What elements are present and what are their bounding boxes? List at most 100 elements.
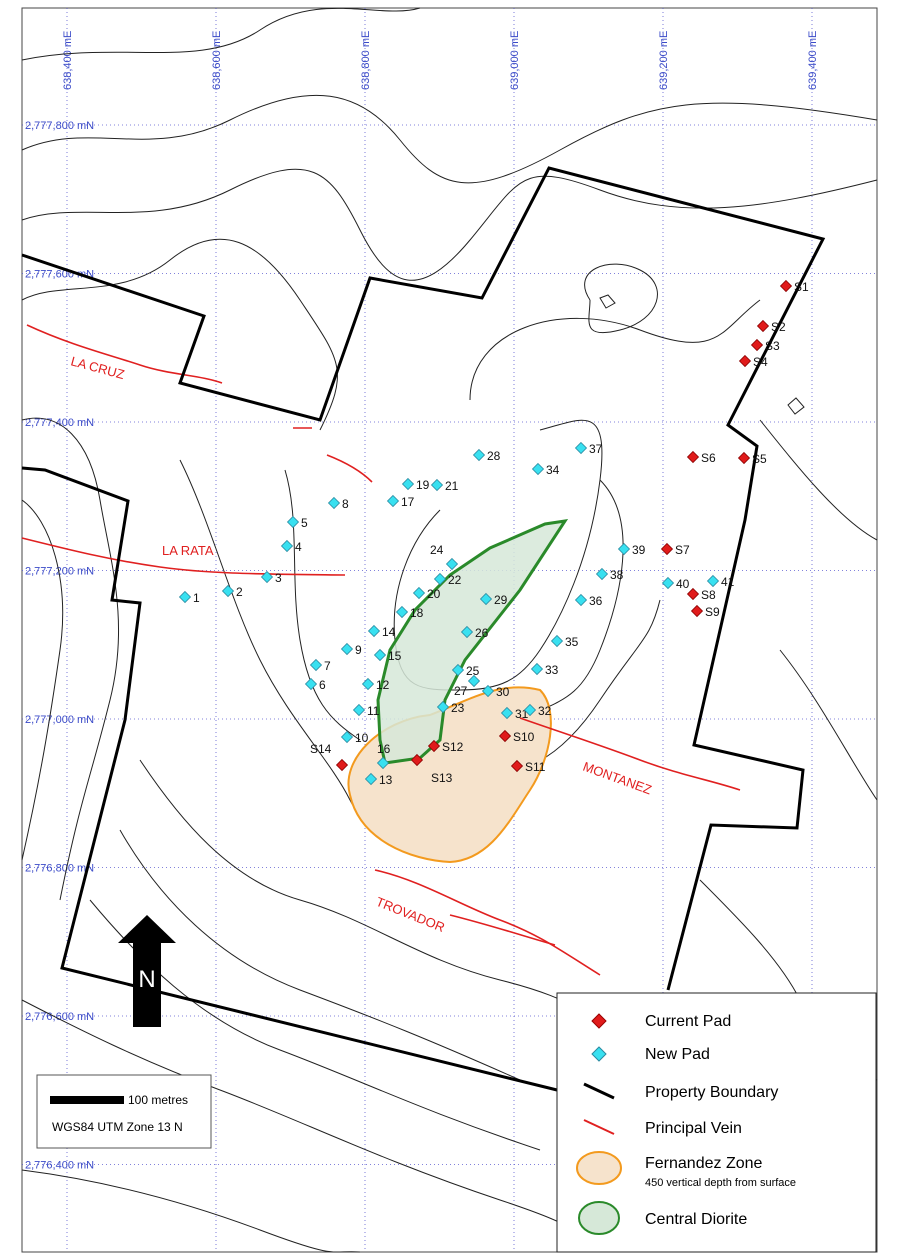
new-pad: [460, 625, 474, 639]
pad-label: 23: [451, 701, 465, 715]
pad-label: 39: [632, 543, 646, 557]
new-pad: [550, 634, 564, 648]
pad-label: 33: [545, 663, 559, 677]
north-label: N: [138, 966, 155, 993]
pad-label: S14: [310, 742, 332, 756]
current-pad: [510, 759, 524, 773]
current-pad: [690, 604, 704, 618]
new-pad: [617, 542, 631, 556]
new-pad: [361, 677, 375, 691]
grid-label: 2,777,600 mN: [25, 269, 94, 281]
pad-label: 26: [475, 626, 489, 640]
contour: [599, 294, 616, 309]
pad-label: 13: [379, 773, 393, 787]
pad-label: 6: [319, 678, 326, 692]
current-pad: [498, 729, 512, 743]
pad-label: 36: [589, 594, 603, 608]
legend-label: Fernandez Zone: [645, 1155, 763, 1172]
scale-box: 100 metres WGS84 UTM Zone 13 N: [36, 1074, 212, 1149]
legend-symbol: [591, 1046, 607, 1062]
contour: [21, 94, 878, 184]
scale-frame: [36, 1074, 212, 1149]
new-pad: [706, 574, 720, 588]
contour: [21, 1169, 361, 1253]
new-pad: [376, 756, 390, 770]
central-diorite: [376, 519, 569, 765]
new-pad: [304, 677, 318, 691]
new-pad: [481, 684, 495, 698]
pad-label: 38: [610, 568, 624, 582]
north-arrow: N: [118, 915, 176, 1027]
pad-label: 10: [355, 731, 369, 745]
pad-label: 3: [275, 571, 282, 585]
pad-label: 7: [324, 659, 331, 673]
new-pad: [309, 658, 323, 672]
pad-label: 41: [721, 575, 735, 589]
legend-label: Current Pad: [645, 1013, 731, 1030]
current-pad: [686, 587, 700, 601]
new-pad: [412, 586, 426, 600]
legend-label: Property Boundary: [645, 1084, 778, 1101]
pad-label: 40: [676, 577, 690, 591]
new-pad: [386, 494, 400, 508]
pad-label: S12: [442, 740, 464, 754]
new-pad: [595, 567, 609, 581]
new-pad: [340, 730, 354, 744]
new-pad: [401, 477, 415, 491]
pad-label: 18: [410, 606, 424, 620]
new-pad: [523, 703, 537, 717]
legend-symbol: [583, 1082, 615, 1100]
current-pad: [779, 279, 793, 293]
pad-label: 8: [342, 497, 349, 511]
contour: [119, 829, 521, 1081]
new-pad: [574, 593, 588, 607]
new-pad: [367, 624, 381, 638]
new-pad: [661, 576, 675, 590]
contour: [21, 499, 64, 861]
pad-label: 22: [448, 573, 462, 587]
pad-label: 9: [355, 643, 362, 657]
pad-label: S1: [794, 280, 809, 294]
new-pad: [500, 706, 514, 720]
pad-label: S9: [705, 605, 720, 619]
pad-label: 5: [301, 516, 308, 530]
current-pad: [686, 450, 700, 464]
vein: [449, 914, 556, 946]
grid-label: 2,777,800 mN: [25, 120, 94, 132]
legend-note: 450 vertical depth from surface: [645, 1177, 796, 1189]
grid-label: 638,600 mE: [211, 31, 223, 90]
scale-bar: [50, 1096, 124, 1104]
legend-symbol: [576, 1151, 622, 1185]
pad-label: S7: [675, 543, 690, 557]
contour: [284, 469, 361, 741]
pad-label: 25: [466, 664, 480, 678]
legend-label: Principal Vein: [645, 1120, 742, 1137]
legend: Current Pad New Pad Property Boundary Pr…: [556, 992, 877, 1253]
contour: [779, 649, 878, 801]
new-pad: [472, 448, 486, 462]
pad-label: 19: [416, 478, 430, 492]
new-pad: [445, 557, 459, 571]
pad-label: 20: [427, 587, 441, 601]
new-pad: [451, 663, 465, 677]
pad-label: S4: [753, 355, 768, 369]
vein: [326, 454, 373, 483]
vein: [519, 717, 741, 791]
new-pad: [574, 441, 588, 455]
pad-label: 28: [487, 449, 501, 463]
current-pad: [427, 739, 441, 753]
legend-symbol: [578, 1201, 620, 1235]
new-pad: [286, 515, 300, 529]
pad-label: 29: [494, 593, 508, 607]
grid-label: 2,777,400 mN: [25, 417, 94, 429]
legend-symbol: [583, 1119, 615, 1135]
grid-label: 2,776,400 mN: [25, 1160, 94, 1172]
contour: [469, 299, 761, 401]
datum-label: WGS84 UTM Zone 13 N: [52, 1120, 183, 1134]
pad-label: 4: [295, 540, 302, 554]
grid-label: 2,777,200 mN: [25, 566, 94, 578]
new-pad: [260, 570, 274, 584]
new-pad: [433, 572, 447, 586]
